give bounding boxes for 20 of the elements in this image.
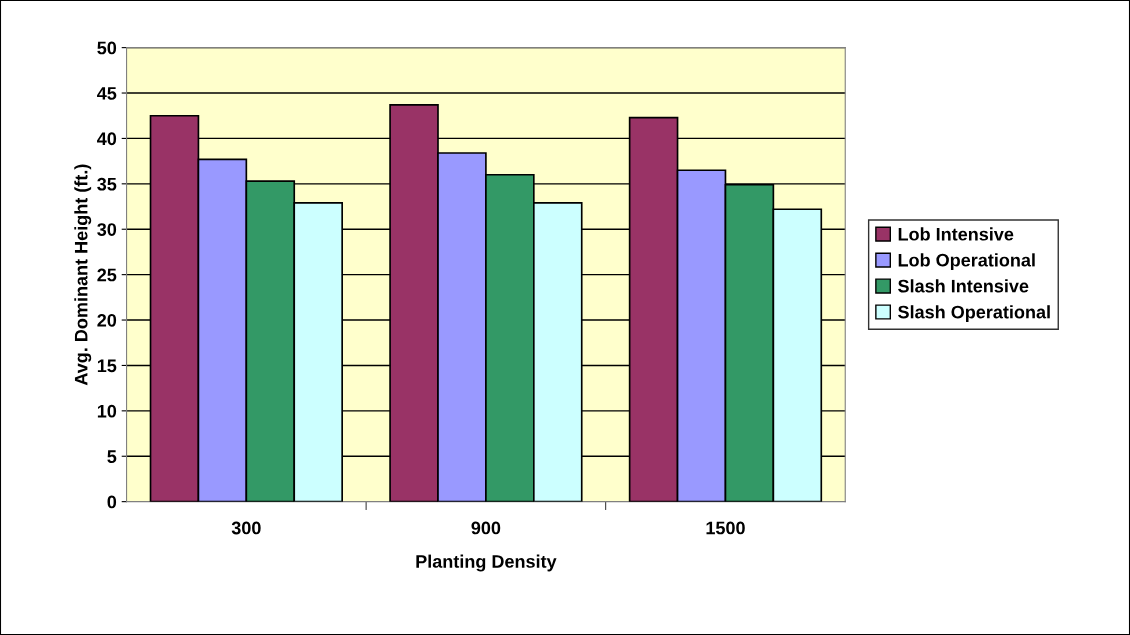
legend-label: Lob Intensive bbox=[898, 227, 1014, 241]
y-tick-label: 25 bbox=[97, 268, 117, 282]
y-tick-label: 45 bbox=[97, 87, 117, 100]
y-tick-label: 35 bbox=[97, 177, 117, 191]
y-tick-label: 10 bbox=[97, 404, 117, 418]
y-tick-label: 5 bbox=[107, 450, 117, 463]
y-axis-title: Avg. Dominant Height (ft.) bbox=[74, 164, 92, 386]
y-tick-label: 15 bbox=[97, 359, 117, 373]
y-tick-label: 20 bbox=[97, 313, 117, 327]
legend-label: Lob Operational bbox=[898, 253, 1035, 271]
y-tick-label: 30 bbox=[97, 223, 117, 236]
y-tick-label: 40 bbox=[97, 132, 117, 146]
x-tick-label: 1500 bbox=[706, 521, 745, 535]
x-tick-label: 300 bbox=[231, 521, 261, 535]
x-axis-title: Planting Density bbox=[416, 554, 557, 572]
legend-label: Slash Operational bbox=[898, 305, 1050, 323]
x-tick-label: 900 bbox=[471, 521, 501, 535]
y-tick-label: 50 bbox=[97, 41, 117, 55]
legend-label: Slash Intensive bbox=[898, 279, 1029, 293]
y-tick-label: 0 bbox=[107, 495, 117, 509]
